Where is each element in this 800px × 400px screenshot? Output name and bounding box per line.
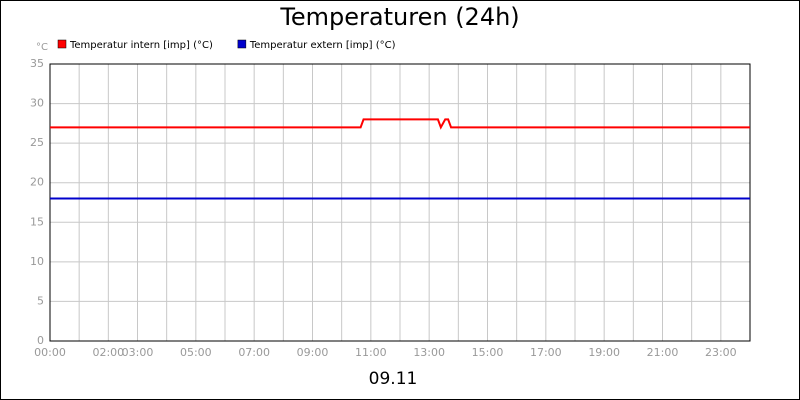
y-tick-label: 5 <box>37 294 44 307</box>
y-tick-label: 10 <box>30 255 44 268</box>
y-tick-label: 35 <box>30 57 44 70</box>
x-tick-label: 13:00 <box>413 346 445 359</box>
y-unit: °C <box>36 42 48 53</box>
x-tick-label: 17:00 <box>530 346 562 359</box>
x-tick-label: 19:00 <box>588 346 620 359</box>
x-axis-label: 09.11 <box>369 369 418 389</box>
y-tick-label: 20 <box>30 176 44 189</box>
chart-title: Temperaturen (24h) <box>279 3 519 31</box>
y-tick-label: 30 <box>30 97 44 110</box>
y-tick-label: 15 <box>30 215 44 228</box>
x-tick-label: 21:00 <box>647 346 679 359</box>
series-line <box>50 118 750 130</box>
legend-swatch <box>237 39 247 49</box>
x-tick-label: 09:00 <box>297 346 329 359</box>
legend-swatch <box>57 39 67 49</box>
x-tick-label: 02:00 <box>92 346 124 359</box>
x-tick-label: 11:00 <box>355 346 387 359</box>
plot-border <box>49 63 751 342</box>
x-tick-label: 23:00 <box>705 346 737 359</box>
x-tick-label: 15:00 <box>472 346 504 359</box>
x-tick-label: 03:00 <box>122 346 154 359</box>
legend-label: Temperatur intern [imp] (°C) <box>69 40 213 51</box>
y-tick-label: 0 <box>37 334 44 347</box>
y-tick-label: 25 <box>30 136 44 149</box>
x-tick-label: 00:00 <box>34 346 66 359</box>
x-tick-label: 07:00 <box>238 346 270 359</box>
x-tick-label: 05:00 <box>180 346 212 359</box>
legend-label: Temperatur extern [imp] (°C) <box>249 40 396 51</box>
